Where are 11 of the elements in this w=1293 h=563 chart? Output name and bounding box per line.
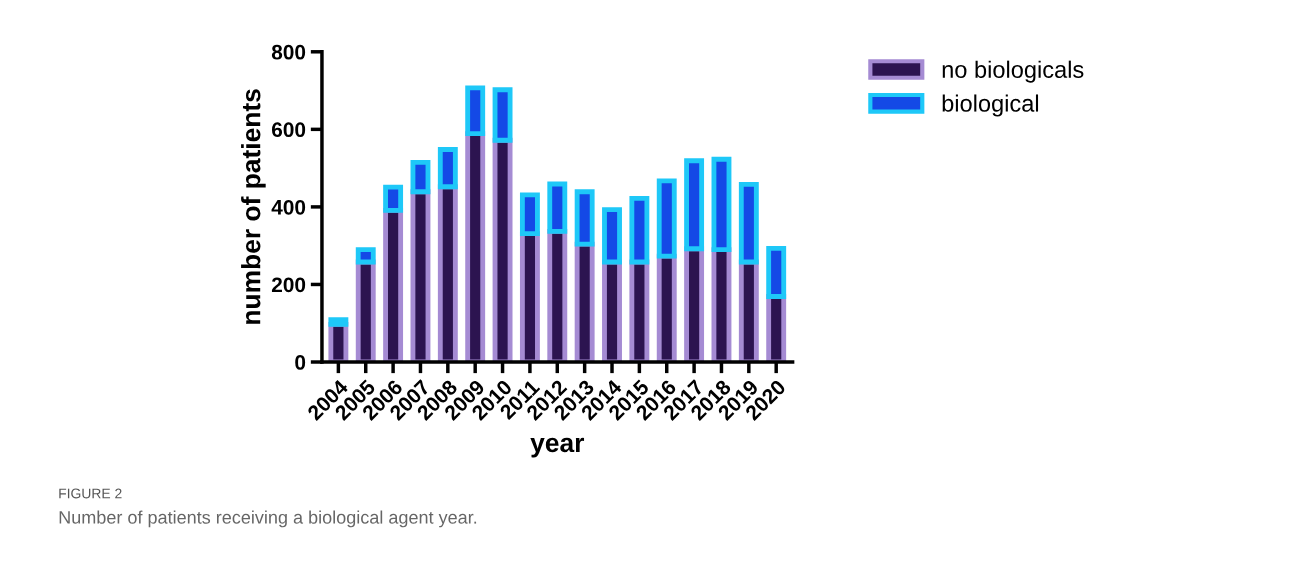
y-tick-label: 200 bbox=[271, 277, 306, 293]
x-axis-title: year bbox=[530, 437, 585, 458]
y-tick-label: 600 bbox=[271, 122, 306, 138]
y-tick-label: 400 bbox=[271, 199, 306, 215]
y-tick-label: 0 bbox=[295, 355, 306, 370]
text: Number of patients receiving a biological agent year. bbox=[59, 510, 477, 528]
y-tick-label: 800 bbox=[271, 44, 306, 60]
caption: FIGURE 2 bbox=[59, 488, 122, 499]
legend-label: biological bbox=[942, 94, 1039, 117]
legend-label: no biologicals bbox=[942, 60, 1084, 83]
y-axis-title: number of patients bbox=[241, 89, 266, 324]
